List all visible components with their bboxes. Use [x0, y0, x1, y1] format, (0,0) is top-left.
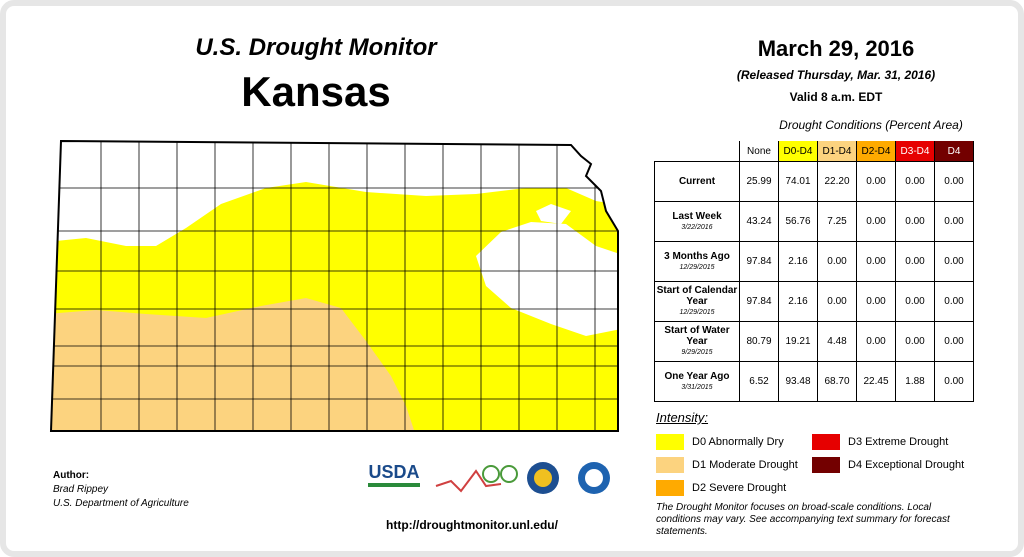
- cell: 22.20: [817, 161, 857, 202]
- released: (Released Thursday, Mar. 31, 2016): [736, 68, 936, 82]
- table-row: 3 Months Ago 12/29/2015 97.84 2.16 0.00 0.00 0…: [654, 241, 974, 282]
- blank: [654, 141, 740, 162]
- legend-label: D0 Abnormally Dry: [692, 436, 784, 448]
- row-label: Current: [654, 161, 740, 202]
- map: [49, 139, 619, 432]
- legend-label: D4 Exceptional Drought: [848, 459, 965, 471]
- cell: 0.00: [934, 321, 974, 362]
- cell: 0.00: [856, 201, 896, 242]
- cell: 6.52: [739, 361, 779, 402]
- cell: 19.21: [778, 321, 818, 362]
- table-row: Current 25.99 74.01 22.20 0.00 0.00 0.00: [654, 161, 974, 202]
- legend-swatch: [656, 434, 684, 450]
- column-header: D2-D4: [856, 141, 896, 162]
- cell: 25.99: [739, 161, 779, 202]
- table-row: Start of Water Year 9/29/2015 80.79 19.21 4.…: [654, 321, 974, 362]
- legend-swatch: [812, 457, 840, 473]
- cell: 80.79: [739, 321, 779, 362]
- partner-logos: [435, 462, 610, 494]
- cell: 74.01: [778, 161, 818, 202]
- cell: 2.16: [778, 281, 818, 322]
- none-area: [536, 204, 571, 224]
- cell: 0.00: [817, 241, 857, 282]
- note: The Drought Monitor focuses on broad-sca…: [656, 502, 950, 537]
- cell: 0.00: [856, 321, 896, 362]
- legend-label: D1 Moderate Drought: [692, 459, 798, 471]
- row-label: Start of Water Year 9/29/2015: [654, 321, 740, 362]
- cell: 56.76: [778, 201, 818, 242]
- cell: 43.24: [739, 201, 779, 242]
- cell: 0.00: [895, 201, 935, 242]
- cell: 0.00: [856, 241, 896, 282]
- cell: 22.45: [856, 361, 896, 402]
- column-header: D0-D4: [778, 141, 818, 162]
- cell: 0.00: [895, 241, 935, 282]
- row-label: Last Week 3/22/2016: [654, 201, 740, 242]
- cell: 4.48: [817, 321, 857, 362]
- column-header: None: [739, 141, 779, 162]
- row-label: One Year Ago 3/31/2015: [654, 361, 740, 402]
- county-lines: [51, 141, 618, 431]
- cell: 0.00: [856, 161, 896, 202]
- cell: 0.00: [934, 161, 974, 202]
- cell: 0.00: [934, 201, 974, 242]
- row-date: 12/29/2015: [679, 263, 715, 271]
- cell: 0.00: [934, 361, 974, 402]
- cell: 68.70: [817, 361, 857, 402]
- cell: 0.00: [895, 321, 935, 362]
- cell: 0.00: [934, 241, 974, 282]
- author-name: Brad Rippey: [53, 484, 109, 495]
- row-date: 3/31/2015: [681, 383, 713, 391]
- date: March 29, 2016: [757, 36, 915, 61]
- usda-logo: USDA: [368, 462, 420, 487]
- cell: 0.00: [895, 281, 935, 322]
- row-name: 3 Months Ago: [664, 250, 730, 262]
- state-outline: [49, 139, 619, 432]
- legend-label: D3 Extreme Drought: [848, 436, 949, 448]
- row-date: 9/29/2015: [681, 349, 713, 356]
- valid: Valid 8 a.m. EDT: [789, 90, 883, 104]
- cell: 7.25: [817, 201, 857, 242]
- row-name: One Year Ago: [664, 370, 730, 382]
- conditions-table: None D0-D4 D1-D4 D2-D4 D3-D4 D4 Current 25.99 74…: [654, 141, 974, 402]
- legend-swatch: [812, 434, 840, 450]
- title: U.S. Drought Monitor: [195, 34, 437, 61]
- author-org: U.S. Department of Agriculture: [53, 498, 189, 509]
- legend-swatch: [656, 480, 684, 496]
- row-name: Current: [678, 176, 716, 187]
- legend-title: Intensity:: [656, 410, 709, 425]
- row-name: Last Week: [672, 210, 722, 222]
- row-name: Start of Calendar Year: [656, 285, 738, 307]
- column-header: D1-D4: [817, 141, 857, 162]
- cell: 0.00: [934, 281, 974, 322]
- cell: 97.84: [739, 281, 779, 322]
- row-label: 3 Months Ago 12/29/2015: [654, 241, 740, 282]
- legend-swatch: [656, 457, 684, 473]
- cell: 0.00: [856, 281, 896, 322]
- cell: 1.88: [895, 361, 935, 402]
- cell: 97.84: [739, 241, 779, 282]
- cell: 0.00: [895, 161, 935, 202]
- table-row: Start of Calendar Year 12/29/2015 97.84 2.1…: [654, 281, 974, 322]
- d1-area: [51, 298, 416, 431]
- row-date: 3/22/2016: [681, 223, 713, 231]
- column-header: D3-D4: [895, 141, 935, 162]
- state-name: Kansas: [241, 68, 391, 115]
- none-area: [476, 222, 618, 336]
- url: http://droughtmonitor.unl.edu/: [386, 518, 558, 532]
- cell: 2.16: [778, 241, 818, 282]
- row-date: 12/29/2015: [679, 309, 715, 316]
- legend-label: D2 Severe Drought: [692, 482, 787, 494]
- header-row: None D0-D4 D1-D4 D2-D4 D3-D4 D4: [654, 141, 974, 162]
- cell: 93.48: [778, 361, 818, 402]
- row-name: Start of Water Year: [664, 325, 730, 347]
- row-label: Start of Calendar Year 12/29/2015: [654, 281, 740, 322]
- author-heading: Author:: [53, 470, 90, 481]
- column-header: D4: [934, 141, 974, 162]
- cell: 0.00: [817, 281, 857, 322]
- table-row: One Year Ago 3/31/2015 6.52 93.48 68.70 22.45…: [654, 361, 974, 402]
- table-caption: Drought Conditions (Percent Area): [779, 118, 963, 132]
- table-row: Last Week 3/22/2016 43.24 56.76 7.25 0.00 0.00…: [654, 201, 974, 242]
